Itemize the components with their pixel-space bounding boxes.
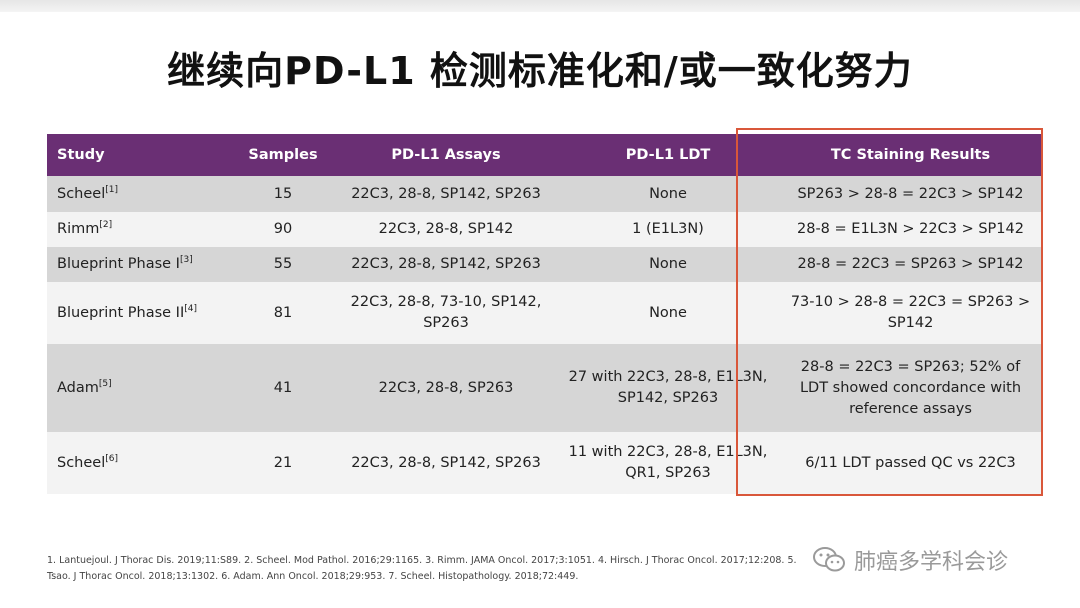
watermark: 肺癌多学科会诊 bbox=[812, 540, 1008, 580]
result-cell: 28-8 = 22C3 = SP263; 52% of LDT showed c… bbox=[779, 344, 1042, 432]
slide-title: 继续向PD-L1 检测标准化和/或一致化努力 bbox=[167, 49, 913, 93]
table-row: Scheel[1] 15 22C3, 28-8, SP142, SP263 No… bbox=[47, 176, 1042, 212]
ldt-cell: None bbox=[557, 176, 779, 212]
top-bar bbox=[0, 0, 1080, 12]
table-row: Adam[5] 41 22C3, 28-8, SP263 27 with 22C… bbox=[47, 344, 1042, 432]
study-cell: Blueprint Phase I[3] bbox=[47, 247, 231, 282]
study-cell: Scheel[6] bbox=[47, 432, 231, 494]
samples-cell: 55 bbox=[231, 247, 335, 282]
study-name: Scheel bbox=[57, 454, 106, 471]
ldt-cell: None bbox=[557, 247, 779, 282]
study-name: Adam bbox=[57, 379, 99, 396]
ldt-cell: 11 with 22C3, 28-8, E1L3N, QR1, SP263 bbox=[557, 432, 779, 494]
assays-cell: 22C3, 28-8, SP263 bbox=[335, 344, 557, 432]
ldt-cell: 27 with 22C3, 28-8, E1L3N, SP142, SP263 bbox=[557, 344, 779, 432]
reference-marker: [3] bbox=[179, 255, 193, 266]
table-row: Scheel[6] 21 22C3, 28-8, SP142, SP263 11… bbox=[47, 432, 1042, 494]
study-name: Blueprint Phase I bbox=[57, 256, 180, 272]
result-cell: 28-8 = 22C3 = SP263 > SP142 bbox=[779, 247, 1042, 282]
references-footnote: 1. Lantuejoul. J Thorac Dis. 2019;11:S89… bbox=[47, 555, 797, 582]
ldt-cell: 1 (E1L3N) bbox=[557, 212, 779, 247]
reference-marker: [5] bbox=[98, 378, 112, 389]
reference-marker: [4] bbox=[184, 303, 197, 314]
reference-marker: [6] bbox=[105, 453, 118, 464]
reference-marker: [1] bbox=[105, 184, 118, 195]
header-tc-results: TC Staining Results bbox=[779, 134, 1042, 176]
ldt-cell: None bbox=[557, 282, 779, 344]
samples-cell: 21 bbox=[231, 432, 335, 494]
table-header-row: Study Samples PD-L1 Assays PD-L1 LDT TC … bbox=[47, 134, 1042, 176]
table-row: Blueprint Phase I[3] 55 22C3, 28-8, SP14… bbox=[47, 247, 1042, 282]
study-cell: Scheel[1] bbox=[47, 176, 231, 212]
study-name: Scheel bbox=[57, 185, 106, 202]
samples-cell: 41 bbox=[231, 344, 335, 432]
samples-cell: 90 bbox=[231, 212, 335, 247]
assays-cell: 22C3, 28-8, 73-10, SP142, SP263 bbox=[335, 282, 557, 344]
table-row: Rimm[2] 90 22C3, 28-8, SP142 1 (E1L3N) 2… bbox=[47, 212, 1042, 247]
study-cell: Adam[5] bbox=[47, 344, 231, 432]
assays-cell: 22C3, 28-8, SP142, SP263 bbox=[335, 247, 557, 282]
result-cell: 73-10 > 28-8 = 22C3 = SP263 > SP142 bbox=[779, 282, 1042, 344]
header-assays: PD-L1 Assays bbox=[335, 134, 557, 176]
assays-cell: 22C3, 28-8, SP142, SP263 bbox=[335, 432, 557, 494]
study-cell: Blueprint Phase II[4] bbox=[47, 282, 231, 344]
table-row: Blueprint Phase II[4] 81 22C3, 28-8, 73-… bbox=[47, 282, 1042, 344]
study-table: Study Samples PD-L1 Assays PD-L1 LDT TC … bbox=[47, 134, 1042, 494]
wechat-icon bbox=[812, 545, 848, 575]
result-cell: SP263 > 28-8 = 22C3 > SP142 bbox=[779, 176, 1042, 212]
watermark-text: 肺癌多学科会诊 bbox=[854, 550, 1009, 575]
header-samples: Samples bbox=[231, 134, 335, 176]
result-cell: 6/11 LDT passed QC vs 22C3 bbox=[779, 432, 1042, 494]
study-name: Rimm bbox=[57, 221, 100, 237]
samples-cell: 81 bbox=[231, 282, 335, 344]
assays-cell: 22C3, 28-8, SP142 bbox=[335, 212, 557, 247]
header-ldt: PD-L1 LDT bbox=[557, 134, 779, 176]
study-name: Blueprint Phase II bbox=[57, 304, 185, 321]
study-cell: Rimm[2] bbox=[47, 212, 231, 247]
samples-cell: 15 bbox=[231, 176, 335, 212]
reference-marker: [2] bbox=[99, 220, 113, 231]
result-cell: 28-8 = E1L3N > 22C3 > SP142 bbox=[779, 212, 1042, 247]
assays-cell: 22C3, 28-8, SP142, SP263 bbox=[335, 176, 557, 212]
header-study: Study bbox=[47, 134, 231, 176]
